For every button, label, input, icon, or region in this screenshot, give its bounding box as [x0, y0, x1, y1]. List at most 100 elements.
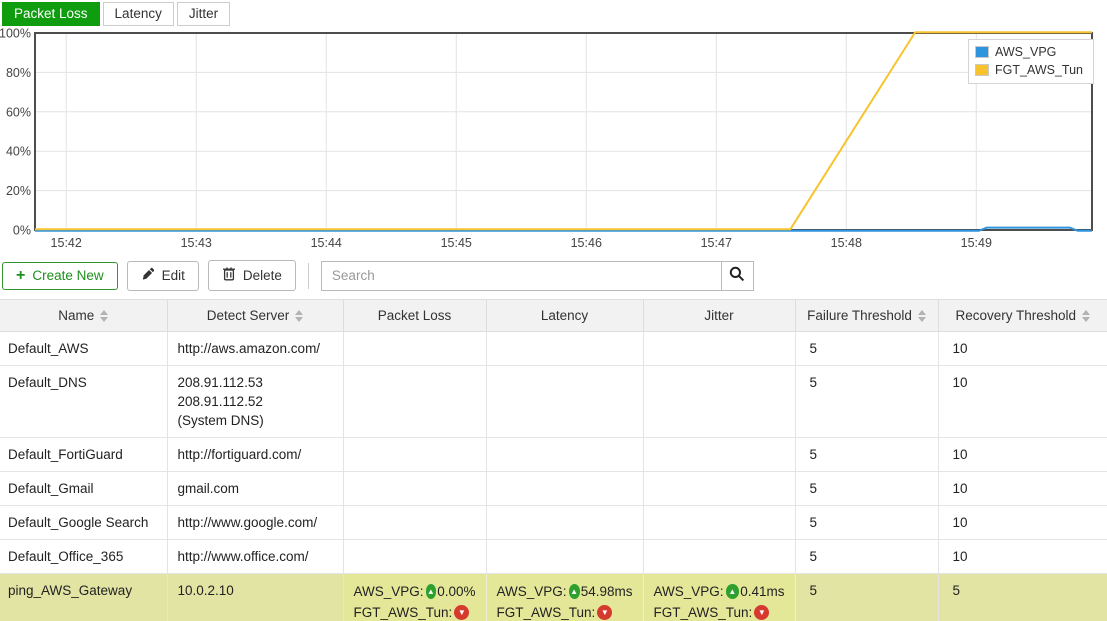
cell-jitter	[643, 437, 796, 472]
x-axis-tick-label: 15:48	[831, 236, 862, 250]
y-axis-tick-label: 60%	[6, 105, 31, 119]
cell-jitter	[643, 539, 796, 574]
plus-icon: +	[16, 266, 26, 284]
cell-recovery-threshold: 10	[938, 365, 1107, 438]
cell-detect-server: gmail.com	[167, 471, 344, 506]
cell-recovery-threshold: 10	[938, 539, 1107, 574]
cell-failure-threshold: 5	[795, 573, 939, 621]
toolbar-divider	[307, 262, 309, 289]
cell-detect-server: http://fortiguard.com/	[167, 437, 344, 472]
metric-member-label: AWS_VPG:	[496, 584, 567, 599]
cell-jitter	[643, 471, 796, 506]
metric-member-label: FGT_AWS_Tun:	[353, 605, 453, 620]
status-down-icon: ▼	[454, 605, 470, 620]
cell-recovery-threshold: 10	[938, 437, 1107, 472]
cell-detect-server: 208.91.112.53 208.91.112.52 (System DNS)	[167, 365, 344, 438]
cell-jitter: AWS_VPG: ▲ 0.41ms FGT_AWS_Tun: ▼	[643, 573, 796, 621]
table-row-default-fortiguard[interactable]: Default_FortiGuard http://fortiguard.com/…	[0, 437, 1107, 472]
legend-swatch-icon	[975, 64, 990, 76]
cell-name: Default_FortiGuard	[0, 437, 168, 472]
y-axis-tick-label: 40%	[6, 145, 31, 159]
column-header-label: Name	[58, 308, 95, 323]
detect-server-line: http://www.office.com/	[177, 549, 309, 564]
legend-item-aws-vpg[interactable]: AWS_VPG	[975, 43, 1083, 61]
delete-button[interactable]: Delete	[207, 260, 296, 291]
cell-latency	[486, 365, 644, 438]
cell-jitter	[643, 365, 796, 438]
cell-recovery-threshold: 10	[938, 331, 1107, 366]
cell-failure-threshold: 5	[795, 539, 939, 574]
delete-label: Delete	[242, 267, 282, 283]
sort-icon	[295, 309, 304, 322]
table-row-default-aws[interactable]: Default_AWS http://aws.amazon.com/5 10	[0, 331, 1107, 366]
cell-jitter	[643, 331, 796, 366]
cell-name: Default_Gmail	[0, 471, 168, 506]
x-axis-tick-label: 15:49	[961, 236, 992, 250]
cell-latency	[486, 471, 644, 506]
packet-loss-chart: 0% 20% 40% 60% 80% 100% 15:42 15:43 15:44 15:45 15…	[0, 26, 1107, 254]
x-axis-tick-label: 15:42	[51, 236, 82, 250]
search-icon	[729, 266, 745, 285]
column-header-label: Failure Threshold	[807, 308, 912, 323]
table-row-default-office-365[interactable]: Default_Office_365 http://www.office.com/…	[0, 539, 1107, 574]
cell-name: ping_AWS_Gateway	[0, 573, 168, 621]
y-axis-tick-label: 0%	[13, 224, 31, 238]
cell-failure-threshold: 5	[795, 437, 939, 472]
edit-button[interactable]: Edit	[126, 260, 199, 291]
cell-failure-threshold: 5	[795, 471, 939, 506]
search-button[interactable]	[720, 260, 754, 291]
column-header-failure-threshold[interactable]: Failure Threshold	[795, 299, 939, 332]
search-input[interactable]	[320, 260, 721, 291]
detect-server-line: http://www.google.com/	[177, 515, 318, 530]
series-aws-vpg-line	[35, 226, 1092, 232]
column-header-recovery-threshold[interactable]: Recovery Threshold	[938, 299, 1107, 332]
cell-recovery-threshold: 5	[938, 573, 1107, 621]
metric-value: 0.00%	[437, 584, 476, 599]
cell-detect-server: http://aws.amazon.com/	[167, 331, 344, 366]
legend-item-fgt-aws-tun[interactable]: FGT_AWS_Tun	[975, 61, 1083, 79]
tab-latency[interactable]: Latency	[102, 2, 174, 26]
cell-failure-threshold: 5	[795, 365, 939, 438]
legend-label: FGT_AWS_Tun	[995, 63, 1083, 77]
y-axis-tick-label: 20%	[6, 184, 31, 198]
tab-jitter[interactable]: Jitter	[176, 2, 231, 26]
cell-name: Default_DNS	[0, 365, 168, 438]
cell-packet-loss	[343, 505, 487, 540]
tab-packet-loss[interactable]: Packet Loss	[2, 2, 100, 26]
column-header-detect-server[interactable]: Detect Server	[167, 299, 344, 332]
status-up-icon: ▲	[725, 584, 740, 599]
detect-server-line: 208.91.112.52	[177, 394, 263, 409]
column-header-packet-loss: Packet Loss	[343, 299, 487, 332]
status-down-icon: ▼	[597, 605, 613, 620]
detect-server-line: http://fortiguard.com/	[177, 447, 302, 462]
sort-icon	[1082, 309, 1091, 322]
table-row-default-dns[interactable]: Default_DNS 208.91.112.53 208.91.112.52 (Sy…	[0, 365, 1107, 438]
x-axis-tick-label: 15:45	[441, 236, 472, 250]
cell-latency: AWS_VPG: ▲ 54.98ms FGT_AWS_Tun: ▼	[486, 573, 644, 621]
x-axis-tick-label: 15:44	[311, 236, 342, 250]
cell-packet-loss	[343, 471, 487, 506]
sort-icon	[100, 309, 109, 322]
cell-jitter	[643, 505, 796, 540]
cell-name: Default_Office_365	[0, 539, 168, 574]
x-axis-tick-label: 15:46	[571, 236, 602, 250]
column-header-name[interactable]: Name	[0, 299, 168, 332]
plot-border	[34, 32, 1093, 231]
detect-server-line: http://aws.amazon.com/	[177, 341, 321, 356]
chart-tab-bar: Packet Loss Latency Jitter	[0, 0, 1107, 26]
series-fgt-aws-tun-line	[35, 31, 1092, 231]
table-row-ping-aws-gateway[interactable]: ping_AWS_Gateway 10.0.2.10 AWS_VPG: ▲ 0.00% F…	[0, 573, 1107, 621]
chart-legend: AWS_VPG FGT_AWS_Tun	[968, 39, 1094, 84]
trash-icon	[222, 266, 236, 285]
column-header-label: Jitter	[704, 308, 734, 323]
table-row-default-gmail[interactable]: Default_Gmail gmail.com 5 10	[0, 471, 1107, 506]
cell-detect-server: 10.0.2.10	[167, 573, 344, 621]
table-row-default-google-search[interactable]: Default_Google Search http://www.google.c…	[0, 505, 1107, 540]
metric-value: 54.98ms	[580, 584, 633, 599]
metric-member-label: FGT_AWS_Tun:	[496, 605, 596, 620]
x-axis-tick-label: 15:43	[181, 236, 212, 250]
detect-server-line: (System DNS)	[177, 413, 264, 428]
metric-member-label: AWS_VPG:	[353, 584, 424, 599]
create-new-button[interactable]: + Create New	[2, 261, 118, 290]
